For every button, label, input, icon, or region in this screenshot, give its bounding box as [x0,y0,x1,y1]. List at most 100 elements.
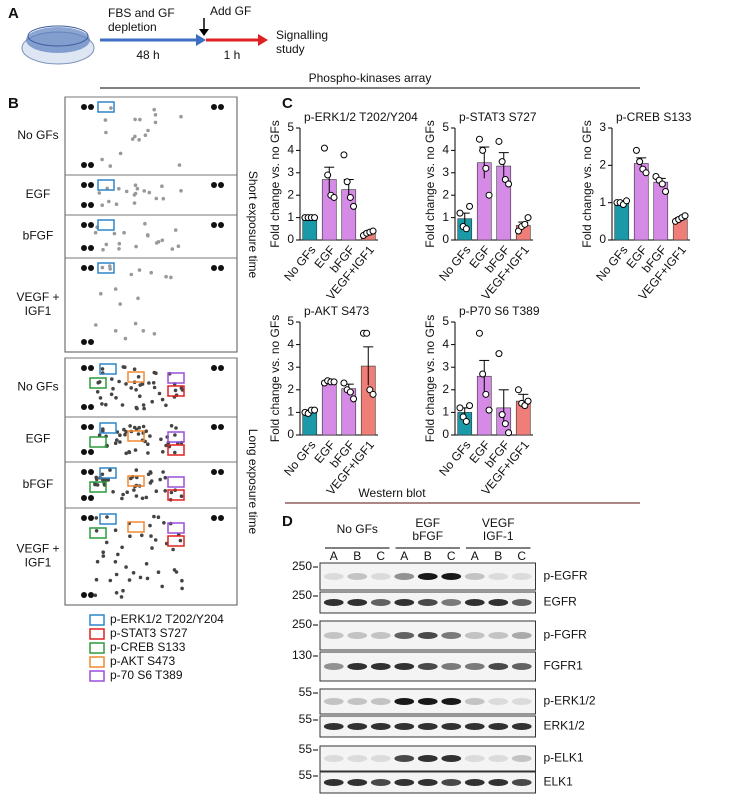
spot [176,244,181,248]
ref-dot [88,265,94,271]
y-axis-label: Fold change vs. no GFs [423,120,437,247]
y-tick-label: 5 [287,120,294,134]
spot [144,495,149,500]
ref-dot [81,339,87,345]
band [370,599,391,606]
spot [134,494,139,498]
spot [156,515,161,519]
spot [178,538,183,543]
spot [98,396,103,400]
data-point [346,193,354,201]
ref-dot [81,424,87,430]
data-point [456,404,464,412]
spot [159,437,163,442]
arrow-head [196,34,206,46]
data-point [363,329,371,337]
highlight-box [99,422,117,434]
spot [173,450,177,455]
spot [108,264,112,268]
highlight-box [167,476,185,488]
spot [146,442,150,447]
y-axis-label: Fold change vs. no GFs [268,120,282,247]
data-point [495,137,503,145]
spot [113,560,118,564]
y-tick-label: 0 [442,232,449,246]
data-point [636,158,644,166]
data-point [479,370,487,378]
spot [146,233,150,238]
spot [153,538,158,542]
data-point [498,158,506,166]
legend-swatch [89,642,105,654]
spot [117,379,121,384]
ref-dot [211,104,217,110]
lane-label: A [330,549,338,563]
spot [140,533,144,538]
ref-dot [211,469,217,475]
spot [146,128,150,133]
spot [133,191,138,196]
band [417,779,438,786]
spot [108,164,113,168]
spot [117,186,121,191]
spot [146,451,150,455]
spot [147,381,151,385]
group-label: IGF-1 [483,529,514,543]
ref-dot [81,404,87,410]
spot [114,591,119,595]
panel-label: C [282,95,293,112]
spot [97,433,102,438]
label: 48 h [136,48,159,62]
spot [179,189,183,193]
y-tick-label: 1 [599,195,606,209]
highlight-box [97,101,115,113]
label: depletion [108,20,157,34]
ref-dot [81,495,87,501]
chart-title: p-CREB S133 [616,110,692,124]
y-tick-label: 0 [287,232,294,246]
row-label: bFGF [23,229,54,243]
data-point [498,411,506,419]
spot [97,191,102,195]
spot [124,565,128,569]
spot [131,571,136,575]
blot-label: ELK1 [544,775,574,789]
band [441,599,462,606]
ref-dot [88,202,94,208]
ref-dot [88,245,94,251]
ref-dot [211,424,217,430]
ref-dot [88,449,94,455]
highlight-box [99,363,117,375]
ref-dot [211,365,217,371]
data-point [521,220,529,228]
highlight-box [167,522,185,534]
spot [94,577,99,582]
spot [123,365,127,370]
spot [132,488,136,492]
spot [105,515,109,519]
highlight-box [167,431,185,443]
ref-dot [88,404,94,410]
band [488,663,509,670]
data-point [662,187,670,195]
y-tick-label: 3 [287,165,294,179]
group-label: EGF [415,516,440,530]
spot [133,183,138,187]
band [323,723,344,730]
band [370,779,391,786]
lane-label: C [447,549,456,563]
band [347,632,368,639]
spot [153,120,158,125]
spot [140,496,145,501]
spot [156,240,161,244]
data-point [658,180,666,188]
ref-dot [88,592,94,598]
spot [120,403,125,407]
spot [142,406,146,411]
spot [164,403,168,408]
data-point [350,202,358,210]
lane-label: A [400,549,408,563]
data-point [330,193,338,201]
data-point [642,169,650,177]
ref-dot [218,182,224,188]
